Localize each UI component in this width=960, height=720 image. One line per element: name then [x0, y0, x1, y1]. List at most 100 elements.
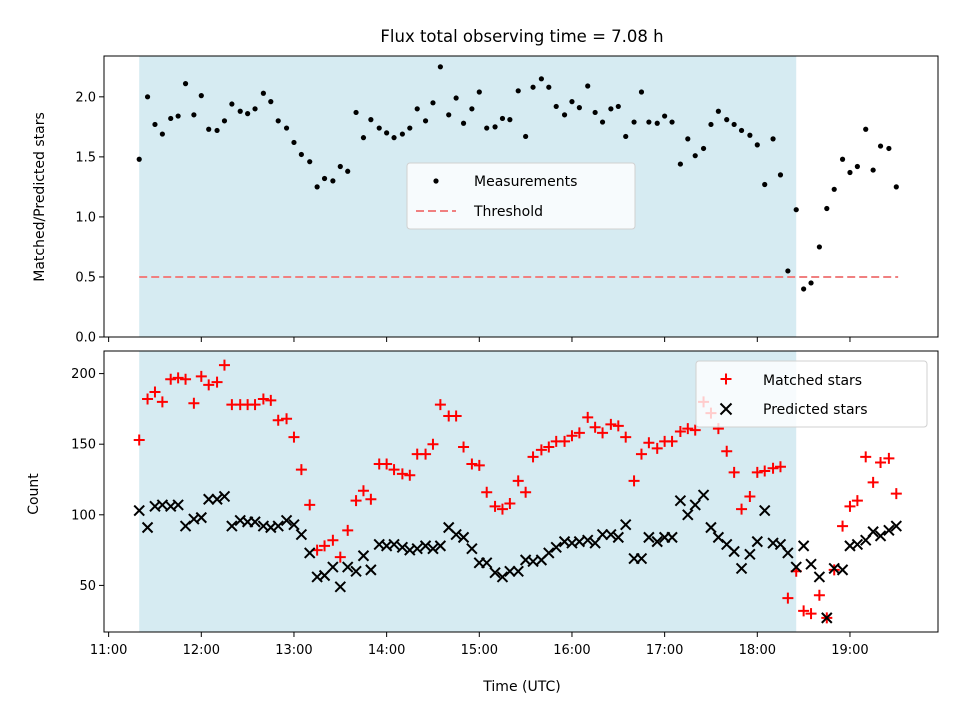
matched-star-point: [133, 434, 145, 446]
x-tick-label: 19:00: [831, 643, 868, 658]
measurement-point: [206, 126, 212, 132]
matched-star-point: [496, 503, 508, 515]
y-tick-label: 200: [71, 367, 96, 382]
predicted-star-point: [890, 520, 903, 532]
matched-star-point: [342, 524, 354, 536]
matched-star-point: [188, 397, 200, 409]
measurement-point: [268, 99, 274, 105]
predicted-star-point: [797, 540, 810, 552]
matched-star-point: [319, 540, 331, 552]
predicted-star-point: [874, 530, 887, 542]
predicted-star-point: [512, 565, 524, 577]
measurement-point: [662, 113, 668, 119]
ratio-y-axis-label: Matched/Predicted stars: [32, 112, 48, 282]
measurement-point: [754, 142, 760, 148]
measurement-point: [414, 106, 420, 112]
predicted-star-point: [682, 509, 694, 521]
x-tick-label: 11:00: [90, 643, 127, 658]
predicted-star-point: [481, 557, 493, 569]
measurement-point: [321, 175, 328, 182]
measurement-point: [214, 127, 220, 134]
matched-star-point: [281, 413, 293, 425]
matched-star-point: [404, 469, 416, 481]
measurement-point: [182, 81, 189, 87]
predicted-star-point: [596, 528, 609, 541]
predicted-star-point: [396, 541, 409, 553]
matched-star-point: [559, 435, 571, 447]
predicted-star-point: [813, 571, 826, 583]
count-plot-frame: [103, 350, 939, 633]
chart-title: Flux total observing time = 7.08 h: [380, 27, 663, 46]
matched-star-point: [782, 592, 794, 604]
count-legend: Matched stars Predicted stars: [695, 360, 928, 428]
measurement-point: [191, 112, 197, 118]
ratio-y-axis: 0.0 0.5 1.0 1.5 2.0: [75, 90, 104, 346]
measurement-point: [608, 106, 614, 112]
predicted-star-point: [141, 521, 154, 534]
predicted-star-point: [203, 493, 215, 505]
measurement-point: [801, 286, 807, 292]
measurement-point: [221, 118, 228, 124]
predicted-star-point: [172, 499, 184, 511]
matched-star-point: [489, 500, 501, 512]
predicted-star-point: [643, 531, 655, 544]
measurement-point: [360, 135, 367, 141]
measurement-point: [893, 184, 899, 190]
predicted-star-point: [411, 542, 423, 555]
measurement-point: [576, 105, 582, 111]
measurement-point: [561, 112, 568, 118]
measurement-point: [453, 95, 459, 101]
measurement-point: [886, 145, 892, 152]
measurement-point: [499, 115, 506, 122]
matched-star-point: [566, 430, 578, 442]
measurement-point: [168, 115, 174, 122]
measurement-point: [638, 89, 645, 95]
y-tick-label: 0.5: [75, 270, 96, 285]
measurement-point: [530, 84, 536, 90]
matched-star-point: [620, 431, 632, 443]
measurement-point: [492, 124, 498, 130]
predicted-star-point: [357, 550, 370, 562]
predicted-star-point: [272, 520, 284, 532]
matched-star-point: [420, 448, 432, 460]
count-y-axis: 50 100 150 200: [71, 367, 104, 594]
y-tick-label: 100: [71, 508, 96, 523]
y-tick-label: 0.0: [75, 331, 96, 346]
predicted-star-point: [705, 521, 717, 534]
measurement-point: [422, 118, 429, 124]
predicted-star-point: [218, 490, 231, 503]
predicted-star-point: [226, 520, 238, 532]
predicted-star-point: [388, 538, 400, 551]
predicted-star-point: [790, 561, 802, 573]
matched-star-point: [867, 476, 879, 488]
measurement-point: [291, 139, 297, 146]
measurement-point: [144, 94, 151, 100]
measurement-point: [152, 121, 158, 128]
matched-star-point: [211, 376, 223, 388]
matched-star-point: [288, 431, 300, 443]
measurement-point: [330, 178, 336, 184]
matched-star-point: [589, 421, 601, 433]
measurement-point: [847, 169, 853, 176]
measurement-point: [260, 90, 266, 96]
legend-predicted-label: Predicted stars: [763, 402, 868, 418]
measurement-point: [708, 121, 714, 128]
matched-star-point: [643, 437, 655, 449]
matched-star-point: [744, 490, 756, 502]
matched-star-point: [156, 396, 168, 408]
matched-star-point: [172, 372, 184, 384]
legend-matched-marker: [720, 373, 732, 385]
matched-star-point: [689, 424, 701, 436]
matched-star-point: [334, 551, 346, 563]
measurement-point: [623, 133, 629, 140]
measurement-point: [384, 130, 390, 136]
predicted-star-point: [728, 545, 740, 558]
matched-star-point: [257, 393, 269, 405]
y-tick-label: 150: [71, 438, 96, 453]
predicted-star-point: [304, 547, 316, 559]
ratio-legend-box: [406, 162, 636, 230]
measurement-point: [585, 83, 591, 89]
matched-star-point: [844, 500, 856, 512]
matched-star-point: [365, 493, 377, 505]
predicted-star-point: [318, 569, 331, 582]
